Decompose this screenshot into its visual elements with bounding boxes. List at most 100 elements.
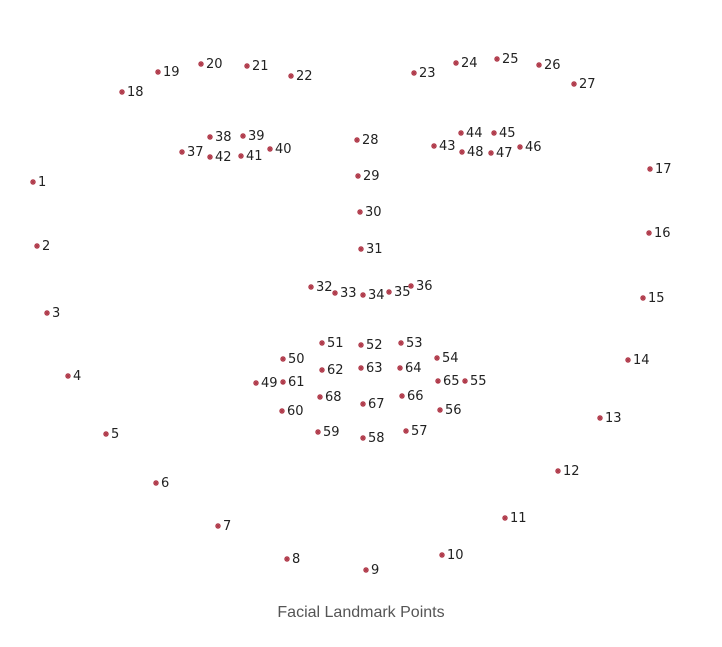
landmark-label-54: 54 — [442, 351, 459, 366]
landmark-point-8: 8 — [284, 552, 300, 567]
landmark-point-60: 60 — [279, 404, 304, 419]
landmark-point-24: 24 — [453, 56, 478, 71]
landmark-label-43: 43 — [439, 139, 456, 154]
landmark-point-63: 63 — [358, 361, 383, 376]
landmark-label-30: 30 — [365, 205, 382, 220]
landmark-point-45: 45 — [491, 126, 516, 141]
landmark-marker-42 — [207, 154, 213, 160]
landmark-point-52: 52 — [358, 338, 383, 353]
landmark-label-42: 42 — [215, 150, 232, 165]
landmark-label-39: 39 — [248, 129, 265, 144]
landmark-marker-63 — [358, 365, 364, 371]
landmark-marker-52 — [358, 342, 364, 348]
landmark-marker-32 — [308, 284, 314, 290]
landmark-marker-7 — [215, 523, 221, 529]
landmark-label-18: 18 — [127, 85, 144, 100]
landmark-point-6: 6 — [153, 476, 169, 491]
landmark-marker-16 — [646, 230, 652, 236]
landmark-label-68: 68 — [325, 390, 342, 405]
landmark-marker-65 — [435, 378, 441, 384]
landmark-point-9: 9 — [363, 563, 379, 578]
landmark-label-66: 66 — [407, 389, 424, 404]
landmark-point-39: 39 — [240, 129, 265, 144]
landmark-label-24: 24 — [461, 56, 478, 71]
landmark-point-53: 53 — [398, 336, 423, 351]
landmark-point-16: 16 — [646, 226, 671, 241]
landmark-point-68: 68 — [317, 390, 342, 405]
landmark-point-5: 5 — [103, 427, 119, 442]
landmark-label-48: 48 — [467, 145, 484, 160]
landmark-marker-20 — [198, 61, 204, 67]
landmark-point-30: 30 — [357, 205, 382, 220]
landmark-marker-17 — [647, 166, 653, 172]
landmark-marker-31 — [358, 246, 364, 252]
landmark-label-7: 7 — [223, 519, 231, 534]
landmark-marker-57 — [403, 428, 409, 434]
landmark-point-12: 12 — [555, 464, 580, 479]
landmark-label-45: 45 — [499, 126, 516, 141]
landmark-point-25: 25 — [494, 52, 519, 67]
landmark-label-49: 49 — [261, 376, 278, 391]
landmark-label-22: 22 — [296, 69, 313, 84]
landmark-point-57: 57 — [403, 424, 428, 439]
landmark-marker-26 — [536, 62, 542, 68]
landmark-point-20: 20 — [198, 57, 223, 72]
landmark-marker-25 — [494, 56, 500, 62]
landmark-marker-15 — [640, 295, 646, 301]
landmark-point-34: 34 — [360, 288, 385, 303]
landmark-marker-49 — [253, 380, 259, 386]
landmark-label-19: 19 — [163, 65, 180, 80]
landmark-marker-9 — [363, 567, 369, 573]
landmark-label-55: 55 — [470, 374, 487, 389]
landmark-label-26: 26 — [544, 58, 561, 73]
landmark-label-25: 25 — [502, 52, 519, 67]
landmark-point-62: 62 — [319, 363, 344, 378]
landmark-marker-60 — [279, 408, 285, 414]
landmark-point-59: 59 — [315, 425, 340, 440]
landmark-marker-35 — [386, 289, 392, 295]
landmark-marker-37 — [179, 149, 185, 155]
landmark-point-1: 1 — [30, 175, 46, 190]
figure-caption: Facial Landmark Points — [277, 604, 445, 621]
landmark-marker-39 — [240, 133, 246, 139]
landmark-point-18: 18 — [119, 85, 144, 100]
landmark-point-35: 35 — [386, 285, 411, 300]
landmark-point-36: 36 — [408, 279, 433, 294]
landmark-label-5: 5 — [111, 427, 119, 442]
landmark-point-17: 17 — [647, 162, 672, 177]
landmark-marker-61 — [280, 379, 286, 385]
landmark-point-47: 47 — [488, 146, 513, 161]
landmark-label-9: 9 — [371, 563, 379, 578]
landmark-point-65: 65 — [435, 374, 460, 389]
landmark-point-40: 40 — [267, 142, 292, 157]
landmark-point-66: 66 — [399, 389, 424, 404]
landmark-marker-18 — [119, 89, 125, 95]
landmark-point-4: 4 — [65, 369, 81, 384]
landmark-label-47: 47 — [496, 146, 513, 161]
landmark-marker-59 — [315, 429, 321, 435]
landmark-marker-36 — [408, 283, 414, 289]
landmark-marker-44 — [458, 130, 464, 136]
landmark-label-14: 14 — [633, 353, 650, 368]
landmark-label-8: 8 — [292, 552, 300, 567]
landmark-marker-29 — [355, 173, 361, 179]
landmark-point-15: 15 — [640, 291, 665, 306]
landmark-label-60: 60 — [287, 404, 304, 419]
landmark-label-58: 58 — [368, 431, 385, 446]
landmark-marker-34 — [360, 292, 366, 298]
landmark-label-28: 28 — [362, 133, 379, 148]
landmark-marker-51 — [319, 340, 325, 346]
landmark-point-38: 38 — [207, 130, 232, 145]
landmark-marker-58 — [360, 435, 366, 441]
landmark-label-15: 15 — [648, 291, 665, 306]
landmark-label-56: 56 — [445, 403, 462, 418]
landmark-marker-23 — [411, 70, 417, 76]
landmark-label-36: 36 — [416, 279, 433, 294]
landmark-marker-54 — [434, 355, 440, 361]
landmark-label-57: 57 — [411, 424, 428, 439]
landmark-marker-11 — [502, 515, 508, 521]
landmark-label-41: 41 — [246, 149, 263, 164]
landmark-label-46: 46 — [525, 140, 542, 155]
landmark-point-19: 19 — [155, 65, 180, 80]
